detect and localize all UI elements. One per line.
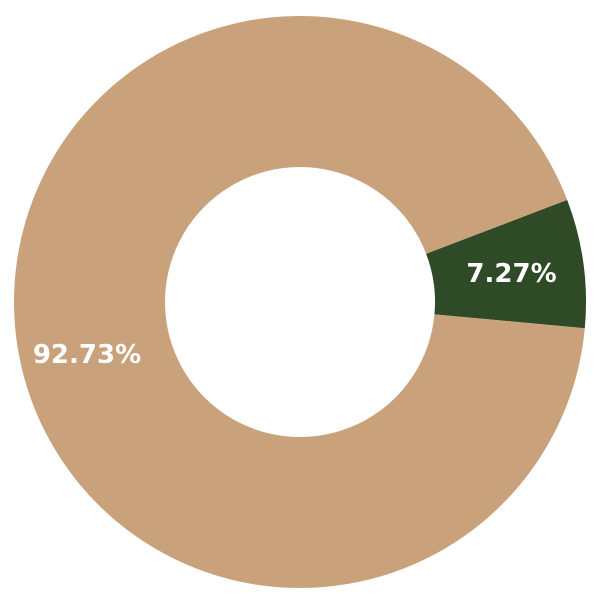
slice-labels: 7.27% 92.73% (33, 259, 557, 370)
slice-label-1: 92.73% (33, 340, 141, 370)
slice-label-0: 7.27% (466, 259, 556, 289)
donut-slice-0 (426, 199, 586, 329)
donut-slices (14, 16, 586, 589)
donut-slice-1 (14, 16, 585, 589)
